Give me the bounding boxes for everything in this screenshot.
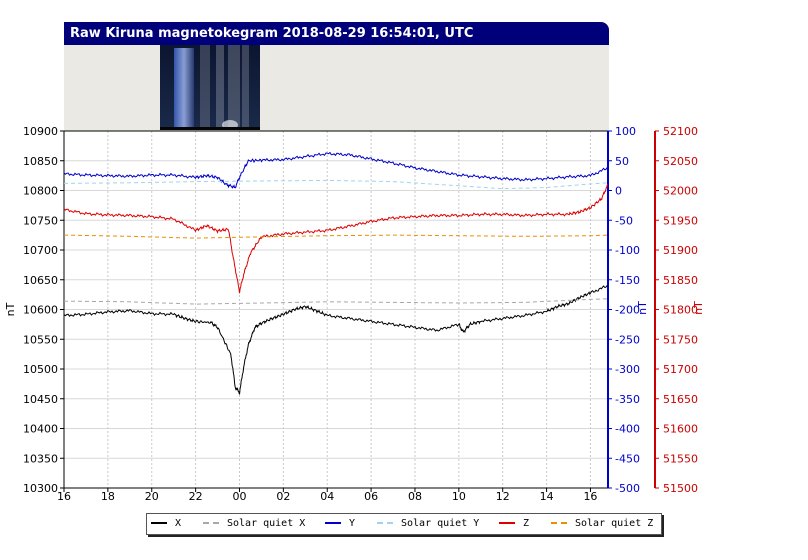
left-axis-tick-label: 10400: [23, 423, 58, 436]
legend-item: Solar quiet X: [203, 514, 305, 534]
left-axis-tick-label: 10450: [23, 393, 58, 406]
left-axis-tick-label: 10800: [23, 185, 58, 198]
legend-swatch: [151, 522, 167, 524]
right-axis-tick-label: 51800: [663, 304, 698, 317]
mid-axis-tick-label: -50: [615, 214, 633, 227]
legend-item: Z: [499, 514, 529, 534]
mid-axis-tick-label: 100: [615, 125, 636, 138]
series-line-solar-quiet-y: [63, 179, 609, 190]
x-axis-tick-label: 22: [189, 490, 203, 503]
legend-label: Y: [349, 518, 356, 529]
mid-axis-tick-label: -200: [615, 304, 640, 317]
x-axis-tick-label: 04: [320, 490, 334, 503]
series-line-z: [63, 184, 608, 294]
series-line-solar-quiet-z: [63, 234, 609, 239]
x-axis-tick-label: 08: [408, 490, 422, 503]
allsky-camera-image: [160, 45, 260, 130]
right-axis-tick-label: 51950: [663, 214, 698, 227]
right-axis-tick-label: 52050: [663, 155, 698, 168]
series-line-y: [63, 151, 608, 189]
x-axis-tick-label: 20: [145, 490, 159, 503]
right-axis-tick-label: 52000: [663, 185, 698, 198]
left-axis-label: nT: [4, 302, 17, 316]
right-axis-tick-label: 51850: [663, 274, 698, 287]
mid-axis-tick-label: 50: [615, 155, 629, 168]
mid-axis-tick-label: -500: [615, 482, 640, 495]
mid-axis-tick-label: 0: [615, 185, 622, 198]
legend-swatch: [551, 522, 567, 524]
mid-axis-tick-label: -400: [615, 423, 640, 436]
right-axis-tick-label: 51600: [663, 423, 698, 436]
chart-title: Raw Kiruna magnetokegram 2018-08-29 16:5…: [64, 22, 609, 45]
right-axis-tick-label: 52100: [663, 125, 698, 138]
left-axis-tick-label: 10350: [23, 452, 58, 465]
x-axis-tick-label: 14: [540, 490, 554, 503]
legend-label: Solar quiet Y: [401, 518, 480, 529]
legend-swatch: [499, 522, 515, 524]
left-axis-tick-label: 10550: [23, 333, 58, 346]
legend-label: X: [175, 518, 182, 529]
right-axis-tick-label: 51650: [663, 393, 698, 406]
x-axis-tick-label: 10: [452, 490, 466, 503]
legend-item: Solar quiet Y: [377, 514, 479, 534]
x-axis-tick-label: 00: [232, 490, 246, 503]
mid-axis-label: nT: [636, 301, 649, 315]
legend-swatch: [203, 522, 219, 524]
x-axis-tick-label: 18: [101, 490, 115, 503]
mid-axis-tick-label: -450: [615, 452, 640, 465]
mid-axis-tick-label: -150: [615, 274, 640, 287]
right-axis-tick-label: 51750: [663, 333, 698, 346]
legend-label: Solar quiet X: [227, 518, 306, 529]
legend-swatch: [377, 522, 393, 524]
mid-axis-tick-label: -300: [615, 363, 640, 376]
left-axis-tick-label: 10750: [23, 214, 58, 227]
right-axis-label: nT: [692, 301, 705, 315]
right-axis-tick-label: 51700: [663, 363, 698, 376]
mid-axis-tick-label: -350: [615, 393, 640, 406]
left-axis-tick-label: 10650: [23, 274, 58, 287]
x-axis-tick-label: 16: [583, 490, 597, 503]
legend: X Solar quiet X Y Solar quiet Y Z Solar quiet…: [146, 513, 662, 535]
legend-item: X: [151, 514, 181, 534]
legend-item: Solar quiet Z: [551, 514, 653, 534]
series-line-x: [63, 285, 608, 395]
left-axis-tick-label: 10600: [23, 304, 58, 317]
right-axis-tick-label: 51550: [663, 452, 698, 465]
legend-label: Solar quiet Z: [575, 518, 654, 529]
x-axis-tick-label: 12: [496, 490, 510, 503]
x-axis-tick-label: 02: [276, 490, 290, 503]
left-axis-tick-label: 10900: [23, 125, 58, 138]
left-axis-tick-label: 10700: [23, 244, 58, 257]
legend-swatch: [325, 522, 341, 524]
right-axis-tick-label: 51500: [663, 482, 698, 495]
legend-item: Y: [325, 514, 355, 534]
left-axis-tick-label: 10850: [23, 155, 58, 168]
legend-label: Z: [523, 518, 530, 529]
x-axis-tick-label: 06: [364, 490, 378, 503]
right-axis-tick-label: 51900: [663, 244, 698, 257]
mid-axis-tick-label: -250: [615, 333, 640, 346]
left-axis-tick-label: 10300: [23, 482, 58, 495]
x-axis-tick-label: 16: [57, 490, 71, 503]
series-line-solar-quiet-x: [63, 298, 609, 305]
left-axis-tick-label: 10500: [23, 363, 58, 376]
header-panel: [64, 45, 609, 131]
mid-axis-tick-label: -100: [615, 244, 640, 257]
